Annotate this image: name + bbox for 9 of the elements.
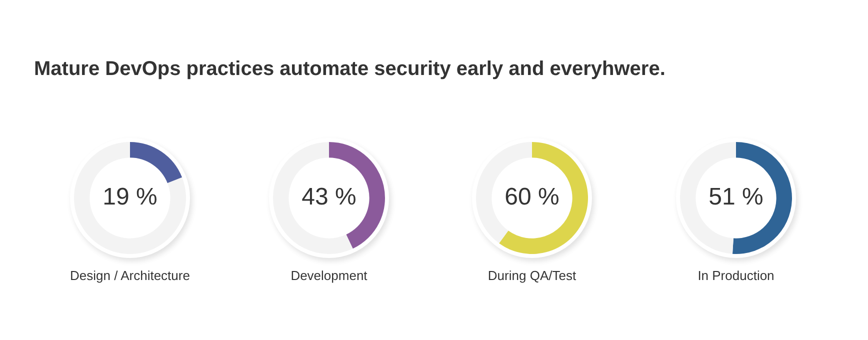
data-label: 51 % [708, 184, 764, 211]
text: Design / Architecture [69, 268, 191, 283]
data-label: 60 % [504, 184, 560, 211]
text: During QA/Test [486, 268, 578, 283]
data-label: 19 % [102, 184, 158, 211]
text: Development [290, 268, 368, 283]
data-label: 43 % [302, 184, 356, 211]
text: In Production [696, 268, 776, 283]
text: Mature DevOps practices automate security early and everyhwere. [34, 58, 666, 81]
